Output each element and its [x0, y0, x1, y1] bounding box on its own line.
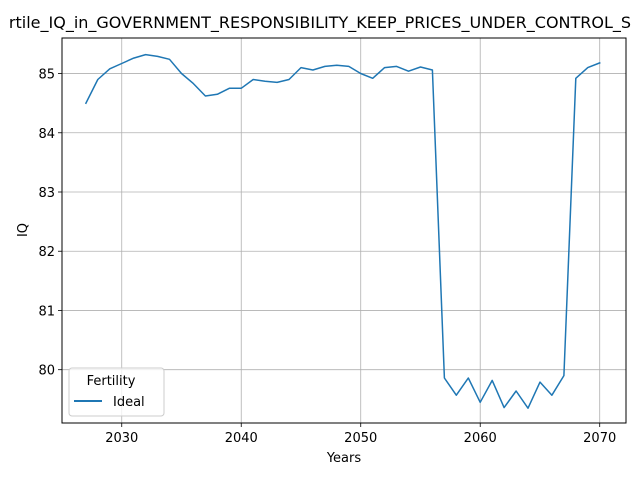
plot-frame [61, 37, 627, 424]
y-tick-label-82: 82 [38, 245, 55, 260]
legend: Fertility Ideal [68, 367, 165, 417]
y-tick-label-80: 80 [38, 364, 55, 379]
x-axis-ticks: 2030 2040 2050 2060 2070 [105, 423, 616, 446]
x-tick-label-2060: 2060 [464, 431, 497, 446]
y-axis-ticks: 80 81 82 83 84 85 [38, 68, 62, 379]
x-tick-label-2040: 2040 [225, 431, 258, 446]
x-tick-label-2030: 2030 [105, 431, 138, 446]
y-tick-label-85: 85 [38, 68, 55, 83]
x-tick-label-2050: 2050 [344, 431, 377, 446]
series-layer [84, 53, 601, 409]
y-tick-label-84: 84 [38, 127, 55, 142]
legend-label-ideal: Ideal [113, 395, 145, 410]
y-axis-label: IQ [16, 223, 31, 237]
y-tick-label-81: 81 [38, 304, 55, 319]
legend-box [68, 367, 165, 417]
y-tick-label-83: 83 [38, 186, 55, 201]
legend-title: Fertility [87, 374, 136, 389]
series-line-ideal [84, 53, 601, 409]
grid-lines [62, 38, 626, 423]
chart-title: rtile_IQ_in_GOVERNMENT_RESPONSIBILITY_KE… [9, 13, 631, 33]
x-tick-label-2070: 2070 [583, 431, 616, 446]
x-axis-label: Years [326, 451, 362, 466]
